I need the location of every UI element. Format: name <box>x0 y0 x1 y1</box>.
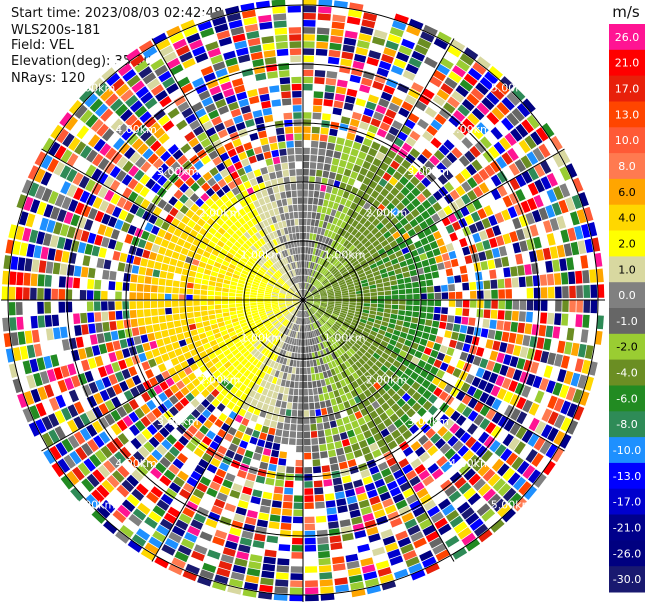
range-ring-label: 5.00km <box>74 499 116 512</box>
range-ring-label: 3.00km <box>157 165 199 178</box>
colorbar-tick-label: -2.0 <box>616 341 637 354</box>
colorbar-swatch <box>609 75 645 102</box>
colorbar-swatch <box>609 514 645 541</box>
colorbar-tick-label: -13.0 <box>613 470 641 483</box>
colorbar-tick-label: -26.0 <box>613 547 641 560</box>
instrument-label: WLS200s-181 <box>11 23 101 38</box>
colorbar-swatch <box>609 204 645 231</box>
range-ring-label: 3.00km <box>407 415 449 428</box>
colorbar-swatch <box>609 256 645 283</box>
colorbar-tick-label: 0.0 <box>618 289 636 302</box>
range-ring-label: 4.00km <box>115 457 157 470</box>
colorbar-tick-label: 1.0 <box>618 263 636 276</box>
colorbar-tick-label: -10.0 <box>613 444 641 457</box>
colorbar-tick-label: -6.0 <box>616 392 637 405</box>
range-ring-label: 4.00km <box>115 123 157 136</box>
range-ring-label: 3.00km <box>407 165 449 178</box>
range-ring-labels: 1.00km 1.00km 1.00km 1.00km 2.00km 2.00km 2.00… <box>74 81 533 511</box>
range-ring-label: 4.00km <box>449 457 491 470</box>
colorbar-swatch <box>609 308 645 335</box>
colorbar-tick-label: -1.0 <box>616 315 637 328</box>
colorbar-tick-label: 2.0 <box>618 238 636 251</box>
colorbar-swatch <box>609 411 645 438</box>
colorbar-swatch <box>609 385 645 412</box>
colorbar-tick-label: -21.0 <box>613 522 641 535</box>
colorbar-tick-label: 26.0 <box>615 31 640 44</box>
colorbar-units: m/s <box>612 3 640 21</box>
colorbar-tick-label: 8.0 <box>618 160 636 173</box>
colorbar-swatch <box>609 178 645 206</box>
range-ring-label: 5.00km <box>74 81 116 94</box>
colorbar-swatch <box>609 49 645 77</box>
colorbar-swatch <box>609 101 645 128</box>
colorbar-swatch <box>609 566 645 593</box>
range-ring-label: 1.00km <box>241 248 283 261</box>
colorbar-swatch <box>609 282 645 309</box>
start-time-label: Start time: 2023/08/03 02:42:48 <box>11 6 223 21</box>
colorbar-tick-label: 21.0 <box>615 57 640 70</box>
colorbar-tick-label: -17.0 <box>613 496 641 509</box>
colorbar-swatch <box>609 488 645 515</box>
range-ring-label: 2.00km <box>199 373 241 386</box>
colorbar-tick-label: -4.0 <box>616 367 637 380</box>
colorbar-swatch <box>609 127 645 154</box>
colorbar-tick-label: 13.0 <box>615 108 640 121</box>
range-ring-label: 5.00km <box>491 499 533 512</box>
range-ring-label: 1.00km <box>324 332 366 345</box>
range-ring-label: 2.00km <box>199 207 241 220</box>
range-ring-label: 2.00km <box>366 373 408 386</box>
field-label: Field: VEL <box>11 38 74 53</box>
colorbar-tick-label: -8.0 <box>616 418 637 431</box>
colorbar-swatch <box>609 153 645 180</box>
colorbar-swatch <box>609 540 645 567</box>
range-ring-label: 2.00km <box>366 207 408 220</box>
range-ring-label: 4.00km <box>449 123 491 136</box>
range-ring-label: 1.00km <box>241 332 283 345</box>
colorbar-tick-label: -30.0 <box>613 573 641 586</box>
range-gates <box>1 0 605 602</box>
nrays-label: NRays: 120 <box>11 71 86 86</box>
ppi-velocity-plot: 1.00km 1.00km 1.00km 1.00km 2.00km 2.00km 2.00… <box>1 0 605 602</box>
colorbar-tick-label: 17.0 <box>615 83 640 96</box>
colorbar-tick-label: 10.0 <box>615 134 640 147</box>
colorbar-swatch <box>609 333 645 361</box>
range-ring-label: 1.00km <box>324 248 366 261</box>
colorbar-tick-label: 4.0 <box>618 212 636 225</box>
colorbar-tick-label: 6.0 <box>618 186 636 199</box>
colorbar-swatch <box>609 230 645 257</box>
colorbar-swatch <box>609 462 645 490</box>
range-ring-label: 5.00km <box>491 81 533 94</box>
range-ring-label: 3.00km <box>157 415 199 428</box>
azimuth-spokes <box>1 0 605 602</box>
velocity-colorbar: m/s 26.0 21.0 17.0 13.0 10.0 8.0 6.0 4.0 2.0 1.0 0.… <box>609 3 645 593</box>
colorbar-swatch <box>609 437 645 464</box>
colorbar-swatch <box>609 359 645 386</box>
colorbar-swatch <box>609 24 645 51</box>
